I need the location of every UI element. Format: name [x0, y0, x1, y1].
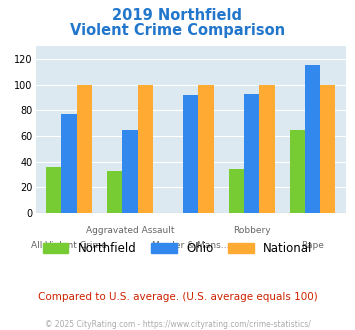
Bar	[229, 169, 244, 213]
Bar	[244, 94, 260, 213]
Bar	[61, 114, 77, 213]
Text: Robbery: Robbery	[233, 226, 271, 235]
Bar	[137, 85, 153, 213]
Legend: Northfield, Ohio, National: Northfield, Ohio, National	[38, 237, 317, 260]
Bar	[305, 65, 320, 213]
Text: 2019 Northfield: 2019 Northfield	[113, 8, 242, 23]
Bar	[122, 129, 137, 213]
Text: Violent Crime Comparison: Violent Crime Comparison	[70, 23, 285, 38]
Bar	[46, 167, 61, 213]
Bar	[77, 85, 92, 213]
Bar	[183, 95, 198, 213]
Bar	[290, 129, 305, 213]
Bar	[198, 85, 214, 213]
Text: Compared to U.S. average. (U.S. average equals 100): Compared to U.S. average. (U.S. average …	[38, 292, 317, 302]
Bar	[107, 171, 122, 213]
Bar	[260, 85, 274, 213]
Text: © 2025 CityRating.com - https://www.cityrating.com/crime-statistics/: © 2025 CityRating.com - https://www.city…	[45, 320, 310, 329]
Text: Murder & Mans...: Murder & Mans...	[152, 241, 229, 250]
Text: Aggravated Assault: Aggravated Assault	[86, 226, 174, 235]
Bar	[320, 85, 335, 213]
Text: Rape: Rape	[301, 241, 324, 250]
Text: All Violent Crime: All Violent Crime	[31, 241, 107, 250]
